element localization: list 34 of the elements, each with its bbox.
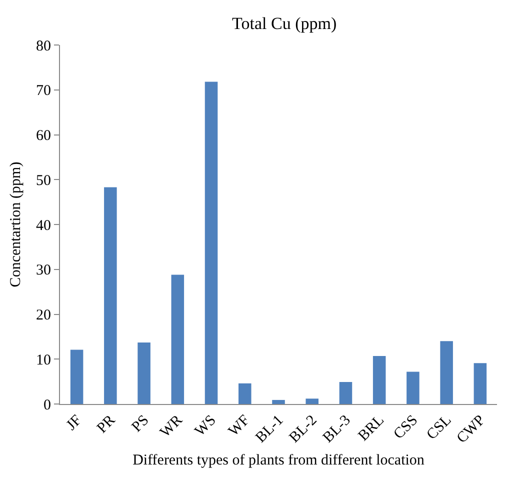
y-tick-label: 70 [36, 83, 51, 100]
y-tick-label: 50 [36, 172, 51, 189]
x-tick-label: WS [192, 412, 220, 440]
x-tick-label: WR [157, 412, 186, 441]
bar [406, 372, 420, 404]
y-tick-label: 40 [36, 218, 51, 234]
x-tick-label: BRL [356, 412, 388, 444]
bar [138, 342, 150, 404]
bar [440, 341, 453, 404]
bar [339, 382, 352, 404]
x-tick-label: PS [129, 412, 152, 436]
y-tick-label: 60 [36, 128, 51, 144]
x-axis-title: Differents types of plants from different location [132, 452, 425, 469]
y-tick-label: 10 [36, 352, 51, 368]
y-axis-title: Concentartion (ppm) [8, 162, 24, 288]
bar [372, 356, 386, 404]
chart-title: Total Cu (ppm) [232, 14, 337, 34]
x-tick-label: CSS [390, 412, 422, 443]
bar [238, 383, 252, 404]
y-tick-label: 20 [36, 308, 51, 324]
y-tick-label: 80 [36, 38, 51, 54]
x-tick-label: CSL [424, 412, 455, 444]
bar [474, 363, 487, 404]
bar [306, 398, 318, 404]
bar [204, 82, 218, 404]
bar [272, 400, 285, 404]
x-tick-label: WF [226, 412, 254, 440]
bar [104, 187, 117, 404]
y-tick-label: 30 [36, 262, 51, 279]
x-tick-label: JF [64, 412, 85, 434]
bar [70, 350, 84, 404]
x-tick-label: PR [94, 412, 119, 437]
y-tick-label: 0 [44, 397, 51, 414]
bar [171, 274, 184, 404]
